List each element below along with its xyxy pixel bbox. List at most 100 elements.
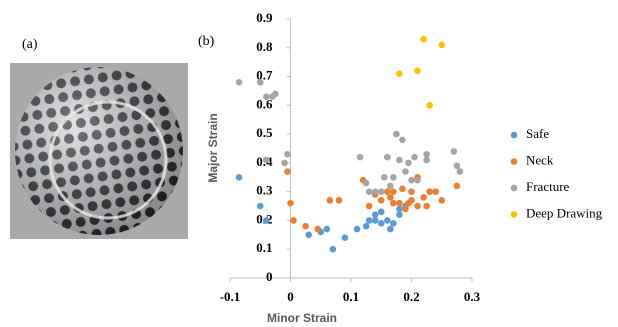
point bbox=[438, 41, 446, 49]
point bbox=[302, 222, 309, 230]
point bbox=[326, 197, 334, 204]
point bbox=[426, 188, 433, 195]
point bbox=[450, 148, 458, 155]
y-tick-label: 0.5 bbox=[256, 125, 273, 140]
y-tick-label: 0.6 bbox=[256, 96, 273, 111]
point bbox=[402, 168, 409, 175]
point bbox=[402, 205, 409, 213]
point bbox=[341, 234, 349, 242]
point bbox=[256, 79, 264, 86]
point bbox=[456, 168, 464, 175]
point bbox=[396, 199, 403, 207]
point bbox=[384, 188, 391, 195]
point bbox=[371, 188, 379, 195]
point bbox=[408, 188, 415, 195]
panel-label: (b) bbox=[198, 34, 215, 49]
point bbox=[380, 173, 388, 181]
point bbox=[393, 130, 400, 138]
point bbox=[377, 197, 385, 204]
legend-marker bbox=[510, 211, 518, 218]
point bbox=[390, 220, 397, 227]
point bbox=[390, 173, 397, 181]
point bbox=[284, 168, 291, 175]
legend-label: Deep Drawing bbox=[526, 205, 603, 220]
legend-label: Neck bbox=[526, 152, 554, 167]
point bbox=[396, 70, 403, 77]
point bbox=[384, 153, 391, 161]
legend-label: Fracture bbox=[526, 179, 570, 194]
x-tick-label: 0.2 bbox=[403, 289, 419, 304]
point bbox=[263, 217, 270, 224]
point bbox=[420, 35, 427, 43]
point bbox=[453, 162, 461, 170]
point bbox=[396, 205, 403, 213]
point bbox=[453, 182, 461, 190]
point bbox=[235, 173, 243, 181]
point bbox=[329, 245, 337, 253]
point bbox=[290, 217, 297, 224]
point bbox=[396, 156, 403, 164]
point bbox=[399, 185, 406, 193]
point bbox=[377, 208, 385, 216]
point bbox=[287, 199, 294, 207]
point bbox=[371, 211, 379, 218]
y-tick-label: 0.9 bbox=[256, 10, 273, 25]
point bbox=[423, 202, 430, 210]
point bbox=[390, 199, 397, 207]
point bbox=[365, 202, 373, 210]
point bbox=[362, 222, 370, 230]
point bbox=[365, 188, 373, 195]
x-tick-label: -0.1 bbox=[220, 289, 241, 304]
point bbox=[426, 102, 433, 109]
y-tick-label: 0.8 bbox=[256, 39, 273, 54]
photo bbox=[10, 63, 188, 239]
point bbox=[405, 159, 412, 167]
point bbox=[423, 150, 430, 158]
point bbox=[377, 220, 385, 227]
x-tick-label: 0 bbox=[287, 289, 294, 304]
point bbox=[365, 217, 373, 224]
point bbox=[272, 90, 279, 98]
point bbox=[390, 188, 397, 195]
point bbox=[284, 150, 291, 158]
y-tick-label: 0.3 bbox=[256, 183, 273, 198]
legend-marker bbox=[510, 184, 518, 192]
legend-marker bbox=[510, 158, 518, 165]
point bbox=[305, 231, 312, 239]
point bbox=[314, 225, 322, 233]
point bbox=[256, 202, 264, 210]
point bbox=[420, 194, 427, 201]
point bbox=[414, 176, 421, 184]
point bbox=[399, 136, 406, 144]
point bbox=[405, 199, 412, 207]
point bbox=[387, 225, 394, 233]
point bbox=[377, 188, 385, 195]
point bbox=[384, 217, 391, 224]
point bbox=[411, 153, 418, 161]
panel-label: (a) bbox=[22, 37, 38, 52]
y-axis-title: Major Strain bbox=[206, 113, 220, 182]
point bbox=[263, 156, 270, 164]
point bbox=[423, 156, 430, 164]
y-tick-label: 0.1 bbox=[256, 240, 272, 255]
y-tick-label: 0 bbox=[266, 269, 273, 284]
x-tick-label: 0.3 bbox=[464, 289, 481, 304]
point bbox=[323, 225, 331, 233]
point bbox=[432, 188, 440, 195]
point bbox=[396, 211, 403, 218]
point bbox=[263, 93, 270, 100]
point bbox=[356, 153, 364, 161]
point bbox=[371, 217, 379, 224]
legend-marker bbox=[510, 131, 518, 139]
point bbox=[387, 182, 394, 190]
point bbox=[387, 194, 394, 201]
point bbox=[335, 197, 343, 204]
x-tick-label: 0.1 bbox=[343, 289, 359, 304]
point bbox=[414, 67, 421, 75]
y-tick-label: 0.7 bbox=[256, 68, 273, 83]
point bbox=[281, 159, 288, 167]
point bbox=[408, 176, 415, 184]
point bbox=[414, 202, 421, 210]
point bbox=[438, 197, 446, 204]
